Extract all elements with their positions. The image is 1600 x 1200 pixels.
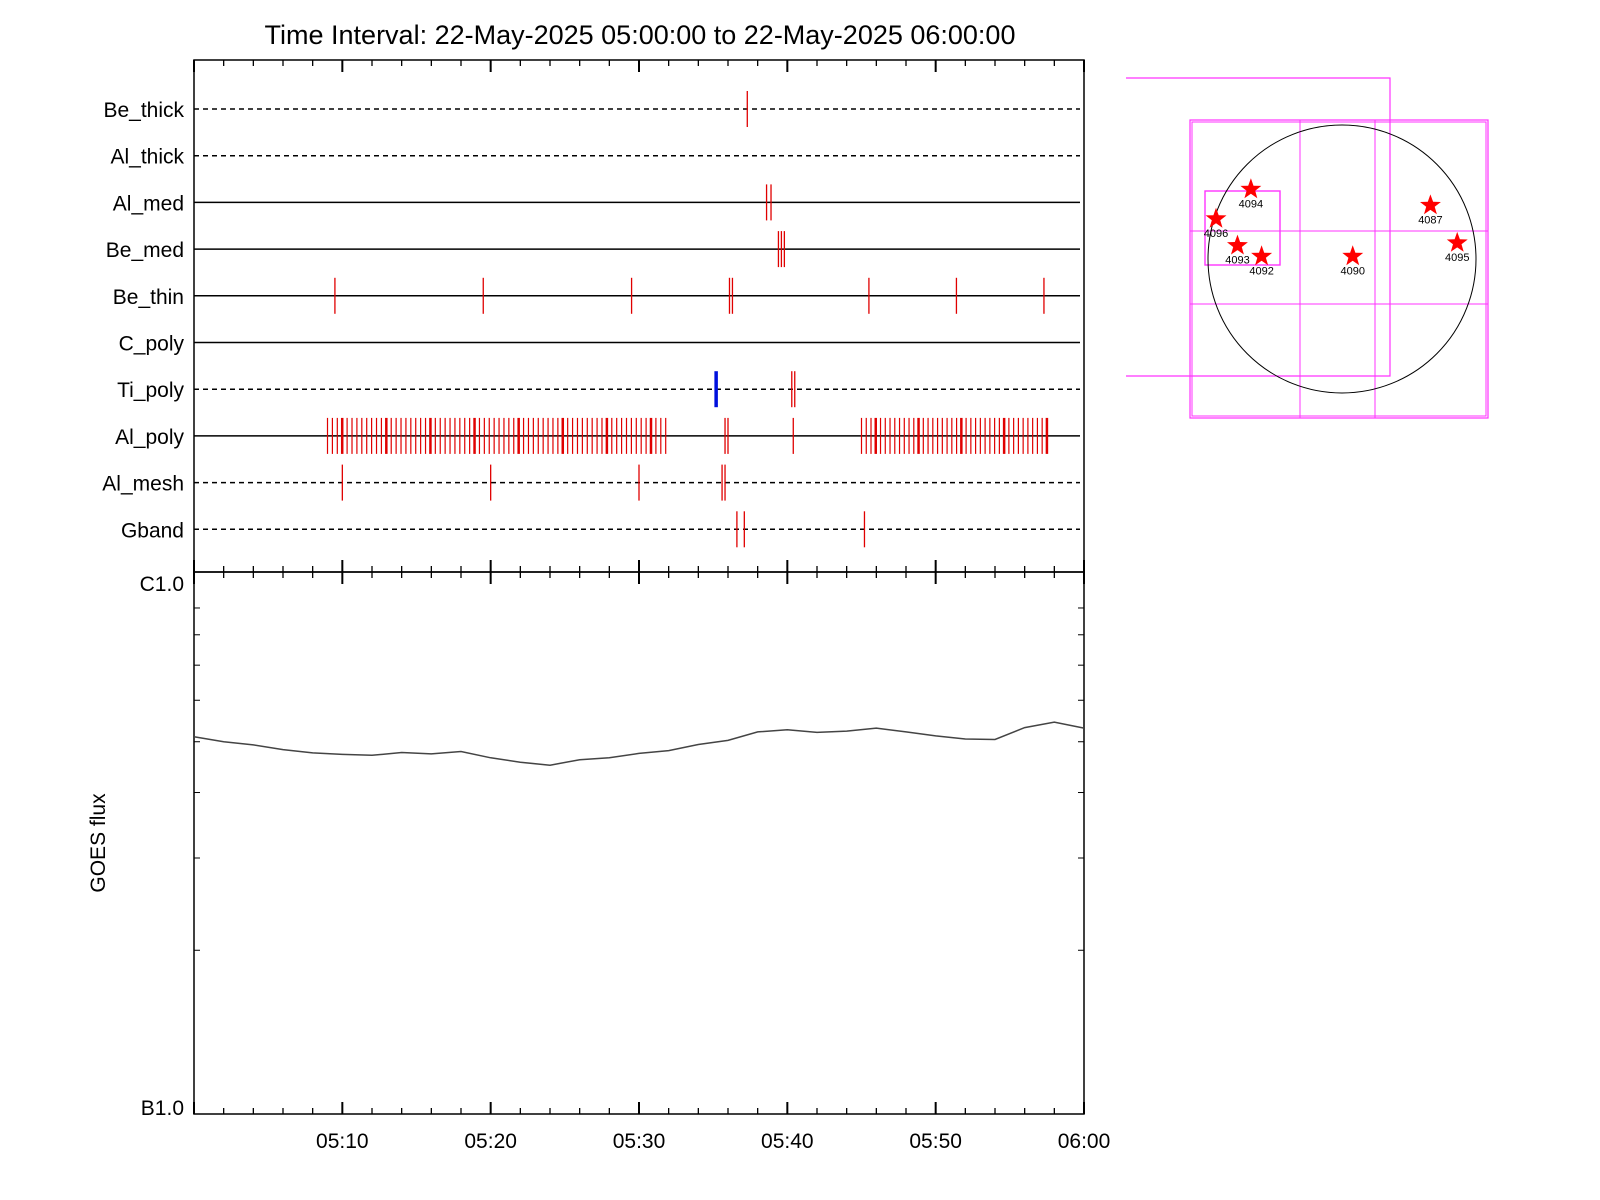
- event-timeline-panel: Be_thick Al_thick Al_med Be_med Be_thin C_pol…: [102, 59, 1085, 573]
- row-label-c-poly: C_poly: [119, 333, 185, 356]
- x-tick-label: 05:10: [316, 1130, 369, 1153]
- row-label-ti-poly: Ti_poly: [117, 379, 184, 402]
- region-star: [1446, 231, 1468, 252]
- region-star: [1205, 207, 1227, 228]
- region-label: 4094: [1239, 198, 1263, 210]
- region-label: 4092: [1249, 265, 1273, 277]
- region-label: 4087: [1418, 214, 1442, 226]
- goes-frame: [193, 571, 1085, 1115]
- row-label-al-thick: Al_thick: [110, 146, 184, 169]
- row-label-al-poly: Al_poly: [115, 426, 184, 449]
- x-tick-label: 05:40: [761, 1130, 814, 1153]
- goes-ylabel: GOES flux: [87, 793, 110, 893]
- goes-flux-line: [193, 721, 1085, 766]
- fov-box: [1204, 190, 1281, 266]
- region-star: [1240, 178, 1262, 199]
- fov-box: [1189, 119, 1489, 419]
- fov-box: [1191, 121, 1487, 417]
- row-label-al-med: Al_med: [113, 192, 184, 215]
- solar-disk: [1207, 124, 1477, 394]
- x-tick-label: 05:20: [464, 1130, 517, 1153]
- row-label-be-med: Be_med: [106, 239, 184, 262]
- region-label: 4096: [1204, 228, 1228, 240]
- goes-ytick-top: C1.0: [140, 573, 184, 596]
- row-label-be-thick: Be_thick: [103, 99, 184, 122]
- region-label: 4093: [1225, 255, 1249, 267]
- goes-ytick-bottom: B1.0: [141, 1097, 184, 1120]
- fov-box: [1126, 77, 1391, 377]
- region-star: [1342, 245, 1364, 266]
- x-tick-label: 05:30: [613, 1130, 666, 1153]
- solar-disk-map: 4094 4087 4096 4093 4095 4092 4090: [1126, 77, 1489, 419]
- region-star: [1420, 194, 1441, 215]
- x-tick-label: 05:50: [909, 1130, 962, 1153]
- row-label-al-mesh: Al_mesh: [102, 473, 184, 496]
- region-star: [1251, 245, 1273, 266]
- region-star: [1227, 234, 1248, 255]
- row-label-be-thin: Be_thin: [113, 286, 184, 309]
- region-label: 4090: [1340, 265, 1364, 277]
- row-label-gband: Gband: [121, 519, 184, 542]
- x-tick-label: 06:00: [1058, 1130, 1111, 1153]
- region-label: 4095: [1445, 252, 1469, 264]
- chart-title: Time Interval: 22-May-2025 05:00:00 to 2…: [265, 20, 1016, 50]
- goes-panel: C1.0 B1.0 GOES flux 05:10 05:20 05:30 05:40…: [87, 571, 1111, 1153]
